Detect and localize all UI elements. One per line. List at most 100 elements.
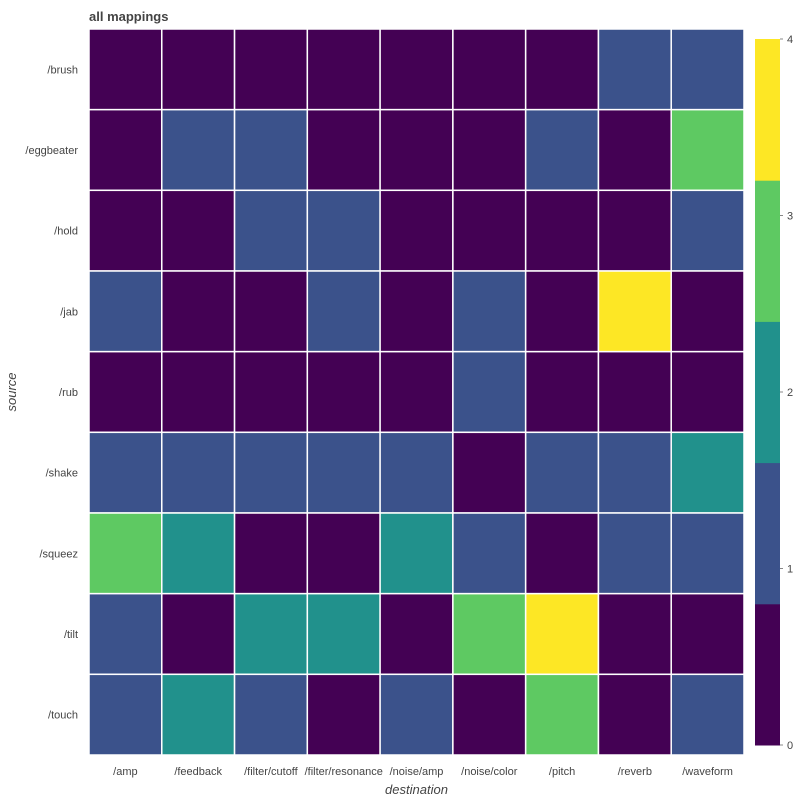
- heatmap-cell: [379, 28, 454, 111]
- y-tick-label: /jab: [60, 306, 78, 318]
- x-tick-label: /filter/resonance: [305, 766, 383, 778]
- heatmap-cell: [670, 592, 745, 676]
- y-tick-label: /touch: [48, 710, 78, 722]
- y-tick-labels: /brush/eggbeater/hold/jab/rub/shake/sque…: [25, 64, 78, 721]
- y-tick-label: /rub: [59, 387, 78, 399]
- heatmap-cell: [597, 270, 672, 353]
- heatmap-cell: [88, 512, 163, 595]
- colorbar-tick-label: 0: [787, 740, 793, 752]
- colorbar-tick-label: 2: [787, 387, 793, 399]
- heatmap-cell: [161, 592, 236, 676]
- x-tick-label: /waveform: [682, 766, 733, 778]
- y-tick-label: /eggbeater: [25, 145, 78, 157]
- x-tick-label: /feedback: [174, 766, 222, 778]
- heatmap-cell: [88, 431, 163, 514]
- x-tick-labels: /amp/feedback/filter/cutoff/filter/reson…: [113, 766, 733, 778]
- heatmap-cell: [524, 431, 600, 514]
- x-tick-label: /pitch: [549, 766, 575, 778]
- heatmap-cell: [88, 270, 163, 353]
- heatmap-cell: [597, 28, 672, 111]
- heatmap-cell: [379, 592, 454, 676]
- heatmap-cell: [306, 512, 381, 595]
- colorbar-segment: [755, 462, 780, 605]
- heatmap-cell: [233, 189, 309, 272]
- heatmap-cell: [233, 28, 309, 111]
- heatmap-cell: [524, 108, 600, 192]
- x-tick-label: /filter/cutoff: [244, 766, 299, 778]
- heatmap-cell: [597, 189, 672, 272]
- heatmap-cell: [452, 592, 527, 676]
- heatmap-cell: [670, 512, 745, 595]
- heatmap-cell: [670, 431, 745, 514]
- heatmap-cell: [670, 673, 745, 756]
- heatmap-cell: [233, 270, 309, 353]
- heatmap-cell: [670, 270, 745, 353]
- heatmap-cell: [233, 592, 309, 676]
- heatmap-cell: [379, 108, 454, 192]
- heatmap-cell: [452, 350, 527, 434]
- colorbar-segment: [755, 39, 780, 181]
- y-tick-label: /shake: [46, 468, 78, 480]
- heatmap-cell: [161, 431, 236, 514]
- heatmap-cell: [161, 108, 236, 192]
- heatmap-cell: [88, 592, 163, 676]
- y-tick-label: /squeez: [39, 548, 78, 560]
- heatmap-cell: [161, 189, 236, 272]
- colorbar-segment: [755, 180, 780, 322]
- heatmap-cell: [452, 270, 527, 353]
- heatmap-cell: [88, 350, 163, 434]
- heatmap-cell: [306, 431, 381, 514]
- heatmap-cell: [524, 28, 600, 111]
- colorbar-segment: [755, 321, 780, 464]
- heatmap-cell: [161, 512, 236, 595]
- heatmap-cell: [233, 673, 309, 756]
- heatmap-cell: [452, 108, 527, 192]
- heatmap-cell: [524, 270, 600, 353]
- heatmap-cell: [524, 673, 600, 756]
- heatmap-cell: [306, 350, 381, 434]
- heatmap-cell: [524, 350, 600, 434]
- x-tick-label: /reverb: [618, 766, 652, 778]
- colorbar-tick-label: 1: [787, 564, 793, 576]
- y-tick-label: /tilt: [64, 629, 78, 641]
- heatmap-cell: [379, 270, 454, 353]
- heatmap-cell: [233, 512, 309, 595]
- heatmap-cell: [379, 673, 454, 756]
- heatmap-cell: [161, 270, 236, 353]
- heatmap-cell: [306, 270, 381, 353]
- heatmap-cell: [161, 350, 236, 434]
- heatmap-cell: [379, 189, 454, 272]
- heatmap-cell: [88, 108, 163, 192]
- heatmap-cell: [306, 28, 381, 111]
- heatmap-cell: [452, 431, 527, 514]
- heatmap-cell: [524, 592, 600, 676]
- heatmap-cell: [670, 28, 745, 111]
- heatmap-cell: [670, 350, 745, 434]
- heatmap-cell: [379, 512, 454, 595]
- heatmap-cell: [233, 431, 309, 514]
- heatmap-cell: [306, 108, 381, 192]
- heatmap-cell: [88, 189, 163, 272]
- heatmap-cell: [306, 592, 381, 676]
- heatmap-cell: [88, 673, 163, 756]
- heatmap-cell: [233, 108, 309, 192]
- heatmap-cell: [88, 28, 163, 111]
- heatmap-cell: [597, 592, 672, 676]
- colorbar-tick-label: 4: [787, 34, 793, 46]
- heatmap-cell: [452, 673, 527, 756]
- y-tick-label: /brush: [47, 64, 78, 76]
- heatmap-cell: [597, 431, 672, 514]
- x-tick-label: /noise/color: [461, 766, 518, 778]
- colorbar-segment: [755, 603, 780, 746]
- heatmap-cell: [524, 512, 600, 595]
- heatmap-cell: [597, 350, 672, 434]
- chart-title: all mappings: [89, 9, 168, 24]
- y-axis-label: source: [4, 372, 19, 411]
- heatmap-cell: [161, 28, 236, 111]
- heatmap-cell: [597, 673, 672, 756]
- heatmap-cell: [379, 431, 454, 514]
- heatmap-cells: [88, 28, 745, 756]
- y-tick-label: /hold: [54, 226, 78, 238]
- heatmap-cell: [670, 189, 745, 272]
